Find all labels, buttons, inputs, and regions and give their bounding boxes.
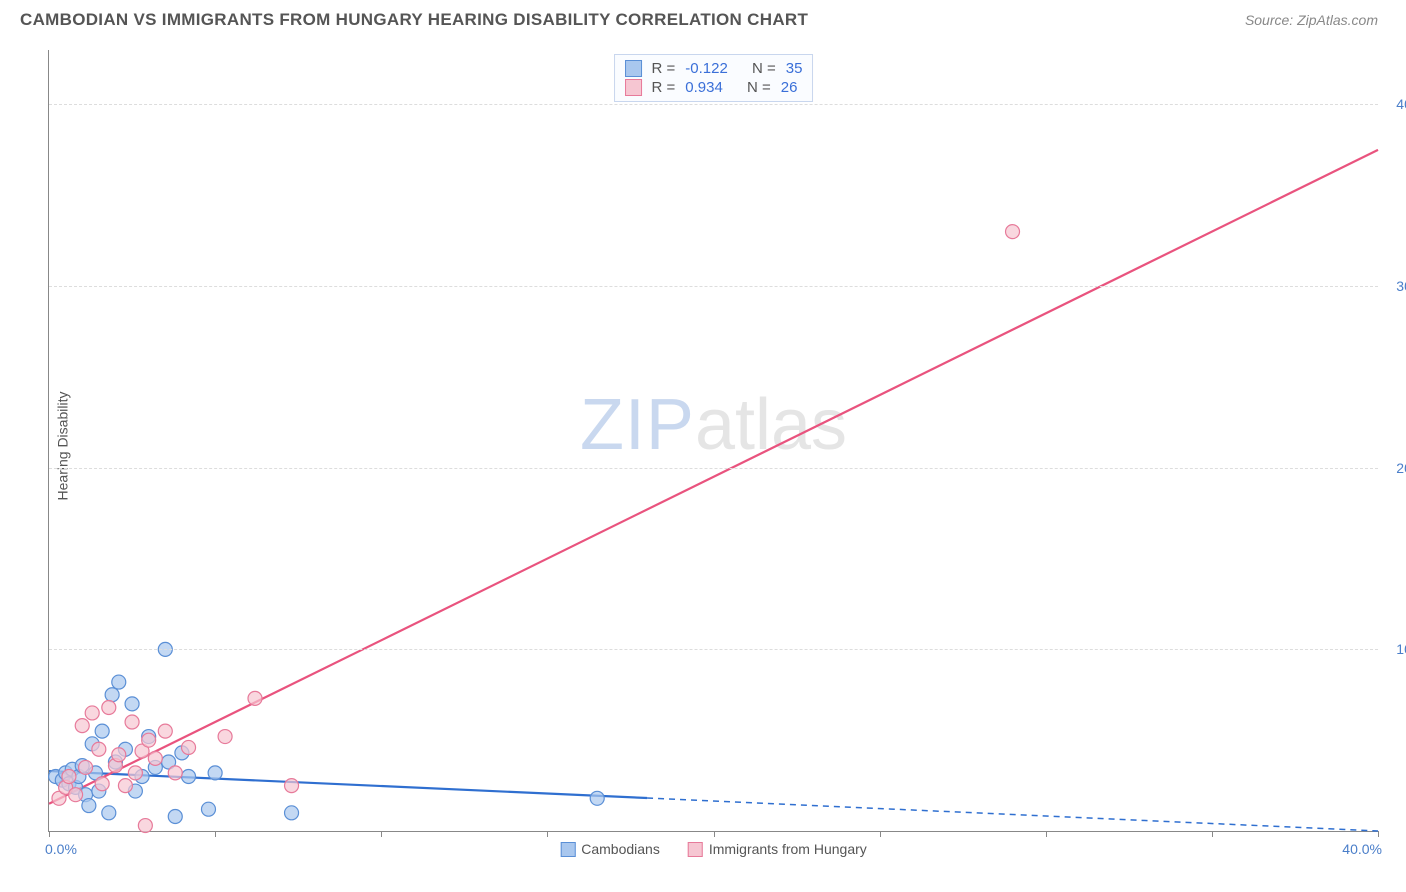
legend-label: Cambodians: [581, 841, 660, 857]
chart-plot-area: ZIPatlas R = -0.122 N = 35 R = 0.934 N =…: [48, 50, 1378, 832]
correlation-legend: R = -0.122 N = 35 R = 0.934 N = 26: [614, 54, 814, 102]
data-point: [182, 740, 196, 754]
r-label: R =: [652, 79, 676, 96]
data-point: [218, 730, 232, 744]
swatch-hungary: [625, 79, 642, 96]
series-legend: Cambodians Immigrants from Hungary: [560, 841, 867, 857]
data-point: [285, 779, 299, 793]
data-point: [118, 779, 132, 793]
data-point: [158, 724, 172, 738]
data-point: [102, 700, 116, 714]
data-point: [75, 719, 89, 733]
correlation-row-cambodians: R = -0.122 N = 35: [625, 59, 803, 78]
y-tick-label: 30.0%: [1396, 278, 1406, 294]
x-axis-min-label: 0.0%: [45, 841, 77, 857]
data-point: [95, 777, 109, 791]
data-point: [285, 806, 299, 820]
data-point: [138, 819, 152, 833]
data-point: [248, 691, 262, 705]
x-axis-max-label: 40.0%: [1342, 841, 1382, 857]
n-label: N =: [752, 60, 776, 77]
data-point: [102, 806, 116, 820]
swatch-cambodians: [560, 842, 575, 857]
n-value: 35: [786, 60, 803, 77]
legend-item-cambodians: Cambodians: [560, 841, 660, 857]
data-point: [182, 770, 196, 784]
data-point: [85, 706, 99, 720]
legend-label: Immigrants from Hungary: [709, 841, 867, 857]
r-value: -0.122: [685, 60, 728, 77]
data-point: [142, 733, 156, 747]
y-tick-label: 10.0%: [1396, 641, 1406, 657]
data-point: [62, 770, 76, 784]
data-point: [125, 715, 139, 729]
correlation-row-hungary: R = 0.934 N = 26: [625, 78, 803, 97]
n-value: 26: [781, 79, 798, 96]
legend-item-hungary: Immigrants from Hungary: [688, 841, 867, 857]
chart-svg-layer: [49, 50, 1378, 831]
r-label: R =: [652, 60, 676, 77]
n-label: N =: [747, 79, 771, 96]
data-point: [168, 766, 182, 780]
y-tick-label: 40.0%: [1396, 96, 1406, 112]
data-point: [105, 688, 119, 702]
data-point: [148, 751, 162, 765]
data-point: [590, 791, 604, 805]
swatch-hungary: [688, 842, 703, 857]
chart-source: Source: ZipAtlas.com: [1245, 12, 1378, 28]
data-point: [201, 802, 215, 816]
data-point: [128, 766, 142, 780]
data-point: [112, 675, 126, 689]
swatch-cambodians: [625, 60, 642, 77]
chart-title: CAMBODIAN VS IMMIGRANTS FROM HUNGARY HEA…: [20, 10, 808, 30]
data-point: [125, 697, 139, 711]
y-tick-label: 20.0%: [1396, 460, 1406, 476]
data-point: [79, 760, 93, 774]
data-point: [69, 788, 83, 802]
data-point: [208, 766, 222, 780]
data-point: [1006, 225, 1020, 239]
data-point: [95, 724, 109, 738]
r-value: 0.934: [685, 79, 723, 96]
data-point: [92, 742, 106, 756]
data-point: [82, 799, 96, 813]
data-point: [168, 809, 182, 823]
data-point: [112, 748, 126, 762]
